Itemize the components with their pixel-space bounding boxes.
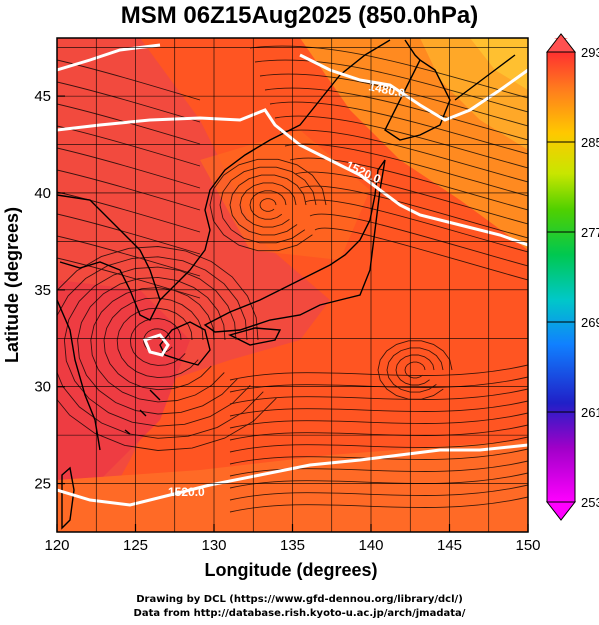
coastlines	[57, 39, 516, 530]
y-axis-label: Latitude (degrees)	[2, 207, 22, 363]
credit-line-1: Drawing by DCL (https://www.gfd-dennou.o…	[136, 594, 463, 605]
y-tick-label: 35	[34, 282, 51, 299]
streamline	[259, 73, 528, 127]
x-tick-label: 130	[201, 537, 226, 554]
streamline	[404, 361, 426, 379]
streamline	[209, 158, 327, 252]
y-tick-label: 40	[34, 185, 51, 202]
streamline	[259, 198, 277, 212]
streamline	[299, 185, 528, 239]
streamline	[57, 191, 201, 233]
colorbar-tick-label: 293	[581, 45, 599, 60]
streamline	[77, 276, 238, 415]
streamline	[116, 307, 199, 379]
streamline	[395, 354, 435, 386]
streamline	[229, 496, 528, 513]
streamline	[264, 87, 528, 141]
streamline	[274, 115, 528, 169]
streamline	[103, 297, 212, 391]
streamline	[229, 400, 528, 417]
streamline	[314, 227, 528, 281]
map-grid	[57, 38, 528, 532]
y-tick-label: 30	[34, 379, 51, 396]
streamline	[294, 171, 528, 225]
x-axis-label: Longitude (degrees)	[204, 560, 377, 580]
streamline	[269, 101, 528, 155]
x-tick-label: 145	[437, 537, 462, 554]
streamline	[229, 424, 528, 441]
chart-title: MSM 06Z15Aug2025 (850.0hPa)	[120, 2, 479, 29]
streamline	[57, 169, 201, 211]
streamline	[249, 45, 528, 99]
streamline	[386, 347, 444, 393]
streamline	[229, 436, 528, 453]
streamline	[90, 287, 225, 403]
streamline	[229, 388, 528, 405]
streamline	[57, 256, 264, 439]
streamline	[129, 318, 186, 366]
streamline	[229, 484, 528, 501]
x-tick-label: 150	[515, 537, 540, 554]
streamline	[279, 129, 528, 183]
colorbar: 293 285 277 269 261 253	[545, 33, 599, 521]
x-tick-label: 135	[280, 537, 305, 554]
colorbar-tick-label: 253	[581, 495, 599, 510]
streamline	[309, 213, 528, 267]
streamline	[57, 59, 201, 101]
colorbar-tick-label: 261	[581, 405, 599, 420]
y-tick-label: 25	[34, 476, 51, 493]
streamline	[254, 59, 528, 113]
streamline	[63, 266, 251, 427]
x-axis: 120 125 130 135 140 145 150	[44, 524, 541, 554]
streamline	[229, 412, 528, 429]
colorbar-tick-label: 269	[581, 315, 599, 330]
streamline	[377, 340, 453, 400]
streamline	[57, 81, 201, 123]
x-tick-label: 120	[44, 537, 69, 554]
streamline	[284, 143, 528, 197]
streamline	[57, 257, 201, 299]
streamline	[229, 472, 528, 489]
streamline	[229, 364, 528, 381]
streamline	[304, 199, 528, 253]
colorbar-tick-label: 285	[581, 135, 599, 150]
y-axis: 45 40 35 30 25	[34, 88, 65, 493]
x-tick-label: 140	[358, 537, 383, 554]
y-tick-label: 45	[34, 88, 51, 105]
streamline	[57, 235, 201, 277]
streamline	[219, 166, 317, 244]
streamline	[239, 182, 297, 228]
x-tick-label: 125	[123, 537, 148, 554]
streamline	[229, 460, 528, 477]
colorbar-tick-label: 277	[581, 225, 599, 240]
streamline	[57, 213, 201, 255]
credit-line-2: Data from http://database.rish.kyoto-u.a…	[133, 608, 466, 619]
contour-label: 1520.0	[168, 485, 205, 499]
streamline	[249, 190, 287, 220]
streamline	[57, 246, 277, 451]
streamline	[57, 147, 201, 189]
streamline	[229, 174, 307, 236]
